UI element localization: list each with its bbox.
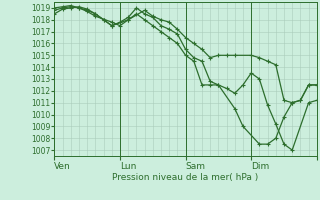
X-axis label: Pression niveau de la mer( hPa ): Pression niveau de la mer( hPa ) [112,173,259,182]
